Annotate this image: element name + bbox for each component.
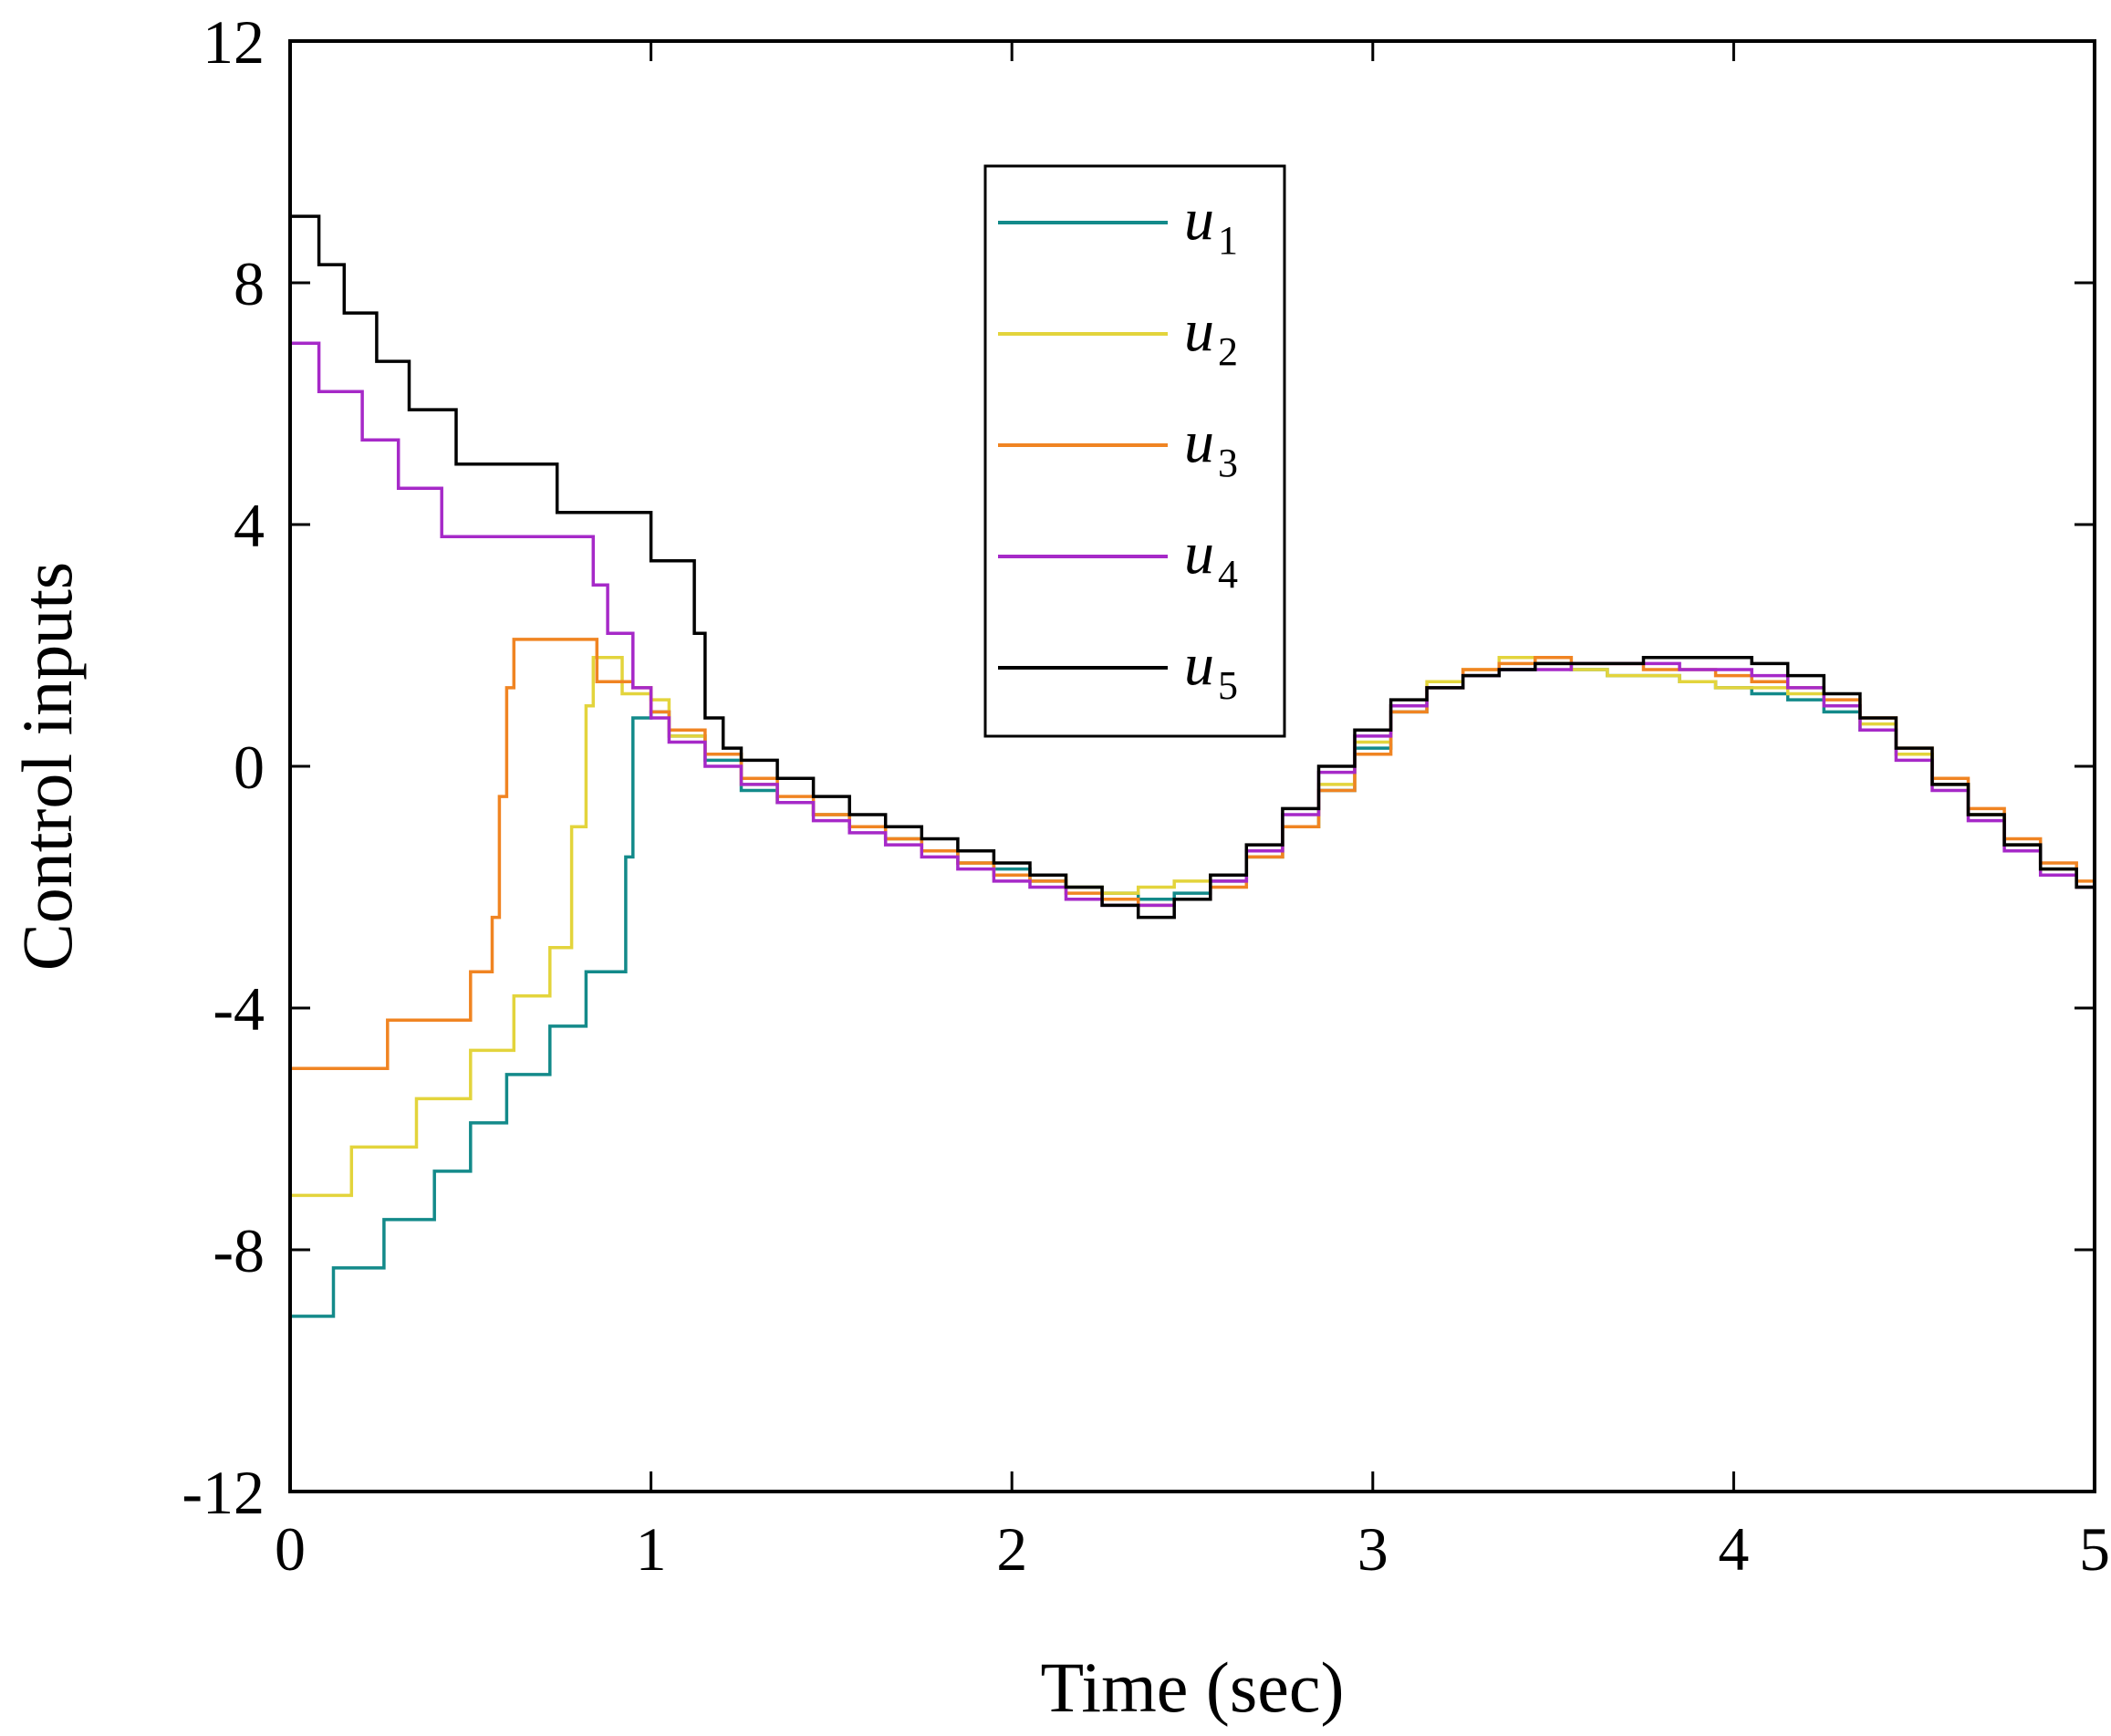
legend-label-subscript: 3 xyxy=(1218,441,1238,485)
legend-label-u3: u3 xyxy=(1184,409,1238,485)
legend-label-main: u xyxy=(1184,186,1214,253)
y-tick-label: 4 xyxy=(234,491,265,560)
x-tick-label: 5 xyxy=(2079,1514,2110,1584)
y-tick-label: -8 xyxy=(213,1216,265,1285)
legend-label-main: u xyxy=(1184,631,1214,698)
series-line-u5 xyxy=(290,214,2096,920)
legend-label-u1: u1 xyxy=(1184,186,1238,263)
x-axis-label: Time (sec) xyxy=(1041,1648,1345,1727)
legend-box xyxy=(983,164,1286,738)
legend-label-main: u xyxy=(1184,297,1214,364)
series-layer xyxy=(290,214,2096,1318)
y-tick-label: 8 xyxy=(234,249,265,318)
x-tick-label: 1 xyxy=(636,1514,667,1584)
y-tick-label: -4 xyxy=(213,974,265,1044)
legend-label-u4: u4 xyxy=(1184,520,1238,597)
legend-label-u5: u5 xyxy=(1184,631,1238,708)
x-tick-label: 3 xyxy=(1357,1514,1388,1584)
legend-label-subscript: 4 xyxy=(1218,552,1238,597)
y-tick-label: 12 xyxy=(203,7,265,77)
y-axis-label: Control inputs xyxy=(7,562,87,972)
x-tick-label: 2 xyxy=(996,1514,1027,1584)
y-tick-label: -12 xyxy=(182,1458,265,1527)
legend-label-subscript: 1 xyxy=(1218,218,1238,263)
x-tick-label: 0 xyxy=(275,1514,306,1584)
legend-label-main: u xyxy=(1184,520,1214,587)
legend-label-u2: u2 xyxy=(1184,297,1238,374)
legend-label-subscript: 5 xyxy=(1218,663,1238,708)
legend-label-main: u xyxy=(1184,409,1214,475)
legend-label-subscript: 2 xyxy=(1218,329,1238,374)
x-tick-label: 4 xyxy=(1718,1514,1749,1584)
y-tick-label: 0 xyxy=(234,733,265,802)
